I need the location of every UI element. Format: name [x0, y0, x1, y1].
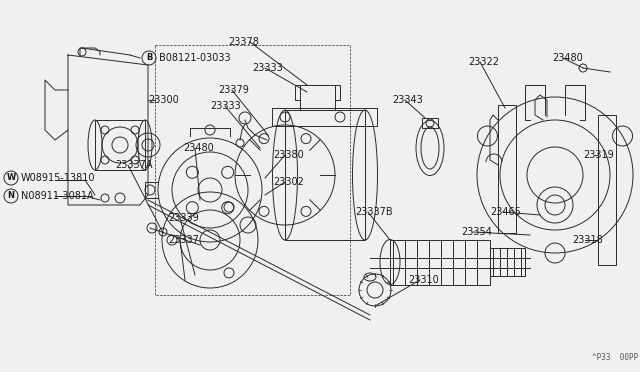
- Text: 23343: 23343: [392, 95, 423, 105]
- Text: W: W: [6, 173, 15, 183]
- Bar: [300, 85, 335, 110]
- Text: N08911-3081A: N08911-3081A: [21, 191, 93, 201]
- Text: 23379: 23379: [218, 85, 249, 95]
- Text: W08915-13810: W08915-13810: [21, 173, 95, 183]
- Text: 23339: 23339: [168, 213, 199, 223]
- Text: 23300: 23300: [148, 95, 179, 105]
- Text: 23480: 23480: [183, 143, 214, 153]
- Text: N: N: [8, 192, 15, 201]
- Text: 23378: 23378: [228, 37, 259, 47]
- Bar: [285, 110, 365, 240]
- Bar: [272, 108, 377, 126]
- Text: 23354: 23354: [461, 227, 492, 237]
- Text: 23337A: 23337A: [115, 160, 152, 170]
- Bar: [498, 105, 516, 233]
- Bar: [155, 45, 350, 295]
- Text: 23310: 23310: [408, 275, 439, 285]
- Text: 23480: 23480: [552, 53, 583, 63]
- Text: 23380: 23380: [273, 150, 304, 160]
- Text: 23337B: 23337B: [355, 207, 392, 217]
- Text: 23333: 23333: [252, 63, 283, 73]
- Bar: [95, 120, 145, 170]
- Text: 23322: 23322: [468, 57, 499, 67]
- Text: B: B: [146, 54, 152, 62]
- Bar: [490, 248, 525, 276]
- Text: 23319: 23319: [583, 150, 614, 160]
- Bar: [598, 115, 616, 265]
- Text: ^P33  00PP: ^P33 00PP: [592, 353, 638, 362]
- Text: 23333: 23333: [210, 101, 241, 111]
- Bar: [422, 118, 438, 128]
- Bar: [390, 240, 490, 285]
- Text: 23465: 23465: [490, 207, 521, 217]
- Text: B08121-03033: B08121-03033: [159, 53, 230, 63]
- Text: 23302: 23302: [273, 177, 304, 187]
- Text: 23318: 23318: [572, 235, 603, 245]
- Text: 23337: 23337: [168, 235, 199, 245]
